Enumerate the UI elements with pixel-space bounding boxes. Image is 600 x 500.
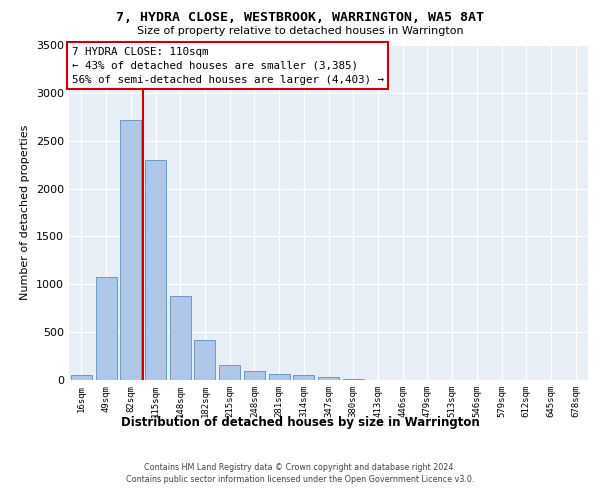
Bar bbox=[145, 160, 166, 380]
Bar bbox=[318, 377, 339, 380]
Text: Distribution of detached houses by size in Warrington: Distribution of detached houses by size … bbox=[121, 416, 479, 429]
Bar bbox=[244, 372, 265, 380]
Bar bbox=[71, 375, 92, 380]
Y-axis label: Number of detached properties: Number of detached properties bbox=[20, 125, 31, 300]
Text: Size of property relative to detached houses in Warrington: Size of property relative to detached ho… bbox=[137, 26, 463, 36]
Bar bbox=[170, 296, 191, 380]
Bar bbox=[95, 276, 116, 380]
Text: 7, HYDRA CLOSE, WESTBROOK, WARRINGTON, WA5 8AT: 7, HYDRA CLOSE, WESTBROOK, WARRINGTON, W… bbox=[116, 11, 484, 24]
Text: 7 HYDRA CLOSE: 110sqm
← 43% of detached houses are smaller (3,385)
56% of semi-d: 7 HYDRA CLOSE: 110sqm ← 43% of detached … bbox=[71, 46, 383, 84]
Bar bbox=[269, 374, 290, 380]
Text: Contains public sector information licensed under the Open Government Licence v3: Contains public sector information licen… bbox=[126, 474, 474, 484]
Text: Contains HM Land Registry data © Crown copyright and database right 2024.: Contains HM Land Registry data © Crown c… bbox=[144, 463, 456, 472]
Bar bbox=[219, 364, 240, 380]
Bar bbox=[293, 375, 314, 380]
Bar bbox=[343, 379, 364, 380]
Bar bbox=[194, 340, 215, 380]
Bar bbox=[120, 120, 141, 380]
